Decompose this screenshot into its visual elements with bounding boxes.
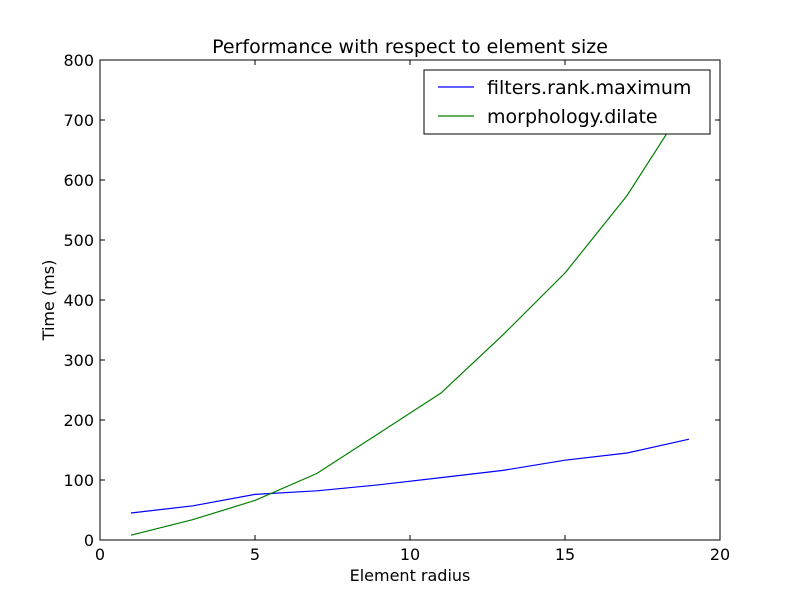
series-line-1 bbox=[130, 98, 690, 536]
x-tick-label: 5 bbox=[250, 545, 260, 564]
y-tick-label: 0 bbox=[84, 531, 94, 550]
y-tick-label: 500 bbox=[63, 231, 94, 250]
y-tick-label: 200 bbox=[63, 411, 94, 430]
y-tick-label: 600 bbox=[63, 171, 94, 190]
legend-label: morphology.dilate bbox=[487, 106, 658, 128]
x-tick-label: 0 bbox=[95, 545, 105, 564]
legend-box bbox=[423, 69, 711, 135]
y-axis-label: Time (ms) bbox=[39, 260, 58, 342]
x-tick-label: 10 bbox=[400, 545, 420, 564]
y-tick-label: 400 bbox=[63, 291, 94, 310]
y-tick-label: 100 bbox=[63, 471, 94, 490]
y-tick-label: 300 bbox=[63, 351, 94, 370]
series-line-0 bbox=[130, 438, 690, 514]
x-axis-label: Element radius bbox=[350, 566, 471, 585]
x-tick-label: 15 bbox=[555, 545, 575, 564]
y-tick-label: 800 bbox=[63, 51, 94, 70]
plot-frame bbox=[99, 59, 721, 541]
chart-title: Performance with respect to element size bbox=[212, 36, 608, 58]
y-tick-label: 700 bbox=[63, 111, 94, 130]
series-lines bbox=[130, 98, 690, 536]
legend: filters.rank.maximum morphology.dilate bbox=[423, 69, 711, 135]
legend-label: filters.rank.maximum bbox=[487, 77, 691, 99]
x-tick-label: 20 bbox=[710, 545, 730, 564]
